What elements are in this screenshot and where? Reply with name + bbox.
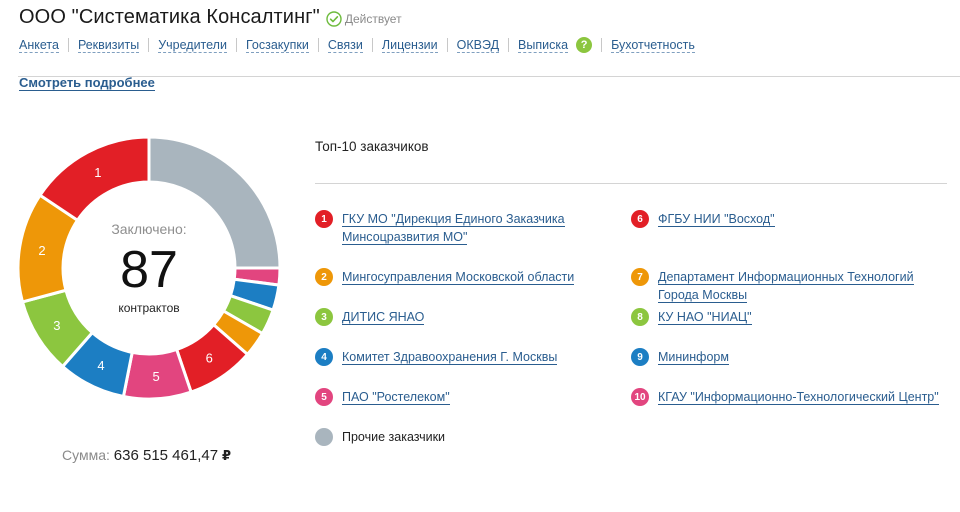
legend-item-other: Прочие заказчики [315, 428, 445, 446]
status-badge: Действует [326, 10, 402, 27]
customer-link[interactable]: КУ НАО "НИАЦ" [658, 310, 752, 325]
tab-3[interactable]: Учредители [158, 37, 227, 53]
nav-separator [371, 38, 373, 52]
nav-separator [446, 38, 448, 52]
tab-4[interactable]: Госзакупки [245, 37, 309, 53]
donut-slice-10[interactable] [37, 136, 151, 223]
divider [315, 183, 947, 184]
view-more-link[interactable]: Смотреть подробнее [19, 75, 155, 91]
tab-5[interactable]: Связи [327, 37, 363, 53]
sum-value: 636 515 461,47 [113, 447, 219, 464]
total-sum: Сумма: 636 515 461,47 ₽ [62, 447, 231, 464]
legend-number-badge: 4 [315, 348, 333, 366]
sum-label: Сумма: [62, 447, 110, 463]
slice-label-6: 6 [206, 351, 213, 366]
nav-separator [148, 38, 150, 52]
legend-number-badge: 10 [631, 388, 649, 406]
customer-link[interactable]: ПАО "Ростелеком" [342, 390, 450, 405]
donut-svg: 6 5 4 3 2 1 [17, 136, 281, 400]
legend-item-10: 10 КГАУ "Информационно-Технологический Це… [631, 388, 939, 406]
slice-label-4: 4 [97, 358, 104, 373]
nav-separator [508, 38, 510, 52]
nav-separator [317, 38, 319, 52]
ruble-icon: ₽ [221, 448, 231, 463]
tab-1[interactable]: Анкета [19, 37, 59, 53]
contracts-count: 87 [120, 241, 178, 299]
customer-link[interactable]: КГАУ "Информационно-Технологический Цент… [658, 390, 939, 405]
tab-9[interactable]: Бухотчетность [611, 37, 695, 53]
tab-navigation: Анкета Реквизиты Учредители Госзакупки Связи… [19, 37, 695, 53]
legend-item-4: 4 Комитет Здравоохранения Г. Москвы [315, 348, 558, 366]
slice-label-2: 2 [38, 243, 45, 258]
contracts-donut-chart: 6 5 4 3 2 1 Заключено: 87 контрактов [17, 136, 281, 400]
help-icon[interactable]: ? [576, 37, 593, 53]
slice-label-3: 3 [53, 318, 60, 333]
top-customers-title: Топ-10 заказчиков [315, 139, 429, 154]
legend-number-badge: 2 [315, 268, 333, 286]
customer-link[interactable]: Мингосуправления Московской области [342, 270, 575, 285]
legend-number-badge: 9 [631, 348, 649, 366]
legend-item-1: 1 ГКУ МО "Дирекция Единого Заказчика Минсо… [315, 210, 565, 246]
legend-item-3: 3 ДИТИС ЯНАО [315, 308, 425, 326]
customer-link[interactable]: Комитет Здравоохранения Г. Москвы [342, 350, 558, 365]
tab-7[interactable]: ОКВЭД [456, 37, 500, 53]
slice-label-5: 5 [152, 369, 159, 384]
divider [18, 76, 960, 77]
legend-number-badge: 3 [315, 308, 333, 326]
customer-link[interactable]: Департамент Информационных Технологий Гор… [658, 270, 914, 303]
legend-number-badge: 5 [315, 388, 333, 406]
company-title: ООО "Систематика Консалтинг" [19, 6, 320, 28]
contracts-unit: контрактов [118, 301, 180, 315]
legend-number-badge: 7 [631, 268, 649, 286]
legend-item-5: 5 ПАО "Ростелеком" [315, 388, 450, 406]
legend-number-badge: 1 [315, 210, 333, 228]
customer-link[interactable]: ДИТИС ЯНАО [342, 310, 425, 325]
concluded-label: Заключено: [111, 221, 187, 237]
legend-number-badge: 6 [631, 210, 649, 228]
tab-8[interactable]: Выписка [518, 37, 569, 53]
legend-number-badge: 8 [631, 308, 649, 326]
customer-link[interactable]: ФГБУ НИИ "Восход" [658, 212, 775, 227]
tab-2[interactable]: Реквизиты [77, 37, 140, 53]
slice-label-1: 1 [94, 165, 101, 180]
nav-separator [235, 38, 237, 52]
tab-6[interactable]: Лицензии [381, 37, 438, 53]
status-text: Действует [344, 11, 402, 26]
nav-separator [601, 38, 603, 52]
legend-item-7: 7 Департамент Информационных Технологий Го… [631, 268, 914, 304]
check-circle-icon [326, 10, 342, 27]
customer-link[interactable]: ГКУ МО "Дирекция Единого Заказчика Минсоц… [342, 212, 565, 245]
customer-link[interactable]: Мининформ [658, 350, 729, 365]
legend-item-2: 2 Мингосуправления Московской области [315, 268, 575, 286]
legend-item-9: 9 Мининформ [631, 348, 729, 366]
legend-dot [315, 428, 333, 446]
legend-item-6: 6 ФГБУ НИИ "Восход" [631, 210, 775, 228]
header: ООО "Систематика Консалтинг" Действует [19, 6, 402, 29]
legend-item-8: 8 КУ НАО "НИАЦ" [631, 308, 752, 326]
nav-separator [67, 38, 69, 52]
other-customers-label: Прочие заказчики [342, 430, 446, 444]
